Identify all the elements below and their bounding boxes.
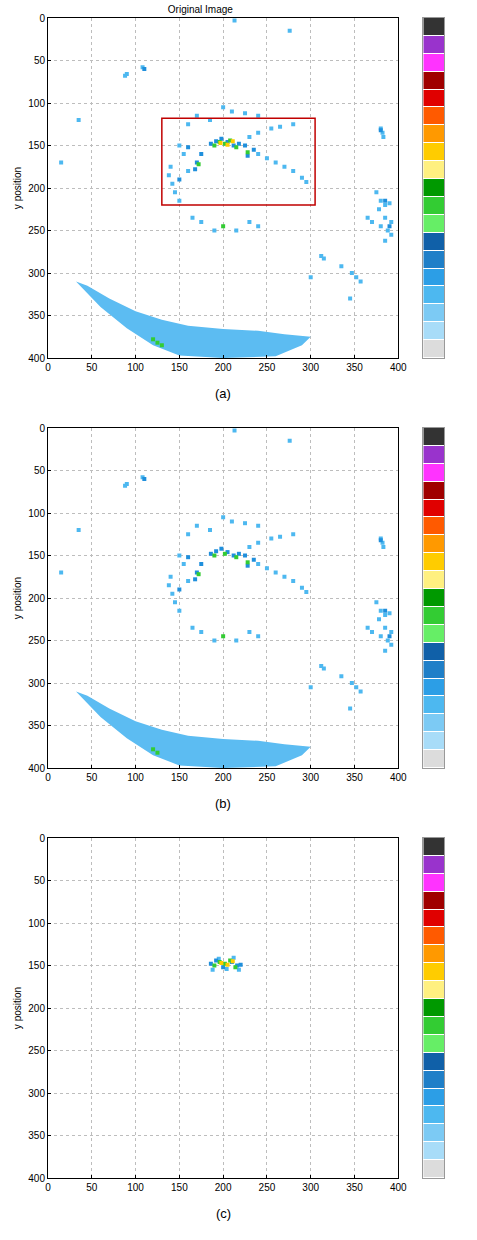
svg-text:50: 50 bbox=[86, 362, 98, 373]
svg-text:100: 100 bbox=[127, 1182, 144, 1193]
svg-text:350: 350 bbox=[28, 1130, 45, 1141]
svg-text:200: 200 bbox=[28, 183, 45, 194]
svg-text:150: 150 bbox=[28, 140, 45, 151]
svg-text:50: 50 bbox=[34, 55, 46, 66]
svg-text:(c): (c) bbox=[216, 1206, 231, 1221]
svg-text:200: 200 bbox=[28, 593, 45, 604]
svg-text:250: 250 bbox=[259, 362, 276, 373]
svg-text:0: 0 bbox=[39, 833, 45, 844]
svg-text:250: 250 bbox=[28, 635, 45, 646]
svg-text:y position: y position bbox=[12, 167, 23, 209]
svg-text:100: 100 bbox=[127, 362, 144, 373]
svg-text:400: 400 bbox=[28, 353, 45, 364]
svg-text:350: 350 bbox=[346, 1182, 363, 1193]
svg-text:250: 250 bbox=[259, 772, 276, 783]
svg-text:400: 400 bbox=[28, 763, 45, 774]
svg-text:150: 150 bbox=[28, 550, 45, 561]
svg-text:150: 150 bbox=[28, 960, 45, 971]
svg-text:0: 0 bbox=[45, 772, 51, 783]
svg-text:(b): (b) bbox=[215, 796, 231, 811]
svg-text:y position: y position bbox=[12, 987, 23, 1029]
svg-text:(a): (a) bbox=[215, 386, 231, 401]
svg-text:300: 300 bbox=[302, 772, 319, 783]
svg-text:0: 0 bbox=[39, 13, 45, 24]
svg-text:250: 250 bbox=[28, 225, 45, 236]
svg-text:200: 200 bbox=[28, 1003, 45, 1014]
svg-text:50: 50 bbox=[34, 875, 46, 886]
svg-text:0: 0 bbox=[45, 362, 51, 373]
svg-text:100: 100 bbox=[28, 508, 45, 519]
svg-text:150: 150 bbox=[171, 1182, 188, 1193]
svg-text:50: 50 bbox=[34, 465, 46, 476]
svg-text:400: 400 bbox=[390, 1182, 407, 1193]
svg-text:350: 350 bbox=[28, 720, 45, 731]
svg-text:400: 400 bbox=[390, 362, 407, 373]
svg-text:400: 400 bbox=[390, 772, 407, 783]
svg-text:100: 100 bbox=[127, 772, 144, 783]
svg-text:300: 300 bbox=[28, 678, 45, 689]
svg-text:50: 50 bbox=[86, 1182, 98, 1193]
svg-text:50: 50 bbox=[86, 772, 98, 783]
svg-text:150: 150 bbox=[171, 772, 188, 783]
svg-text:300: 300 bbox=[28, 1088, 45, 1099]
svg-text:200: 200 bbox=[215, 1182, 232, 1193]
svg-text:100: 100 bbox=[28, 918, 45, 929]
svg-text:150: 150 bbox=[171, 362, 188, 373]
svg-text:Original Image: Original Image bbox=[168, 4, 233, 15]
svg-text:300: 300 bbox=[28, 268, 45, 279]
svg-text:400: 400 bbox=[28, 1173, 45, 1184]
svg-text:250: 250 bbox=[259, 1182, 276, 1193]
svg-text:200: 200 bbox=[215, 362, 232, 373]
svg-text:350: 350 bbox=[28, 310, 45, 321]
svg-text:250: 250 bbox=[28, 1045, 45, 1056]
svg-text:y position: y position bbox=[12, 577, 23, 619]
svg-text:350: 350 bbox=[346, 362, 363, 373]
svg-text:350: 350 bbox=[346, 772, 363, 783]
svg-text:300: 300 bbox=[302, 1182, 319, 1193]
svg-text:100: 100 bbox=[28, 98, 45, 109]
svg-text:300: 300 bbox=[302, 362, 319, 373]
svg-text:0: 0 bbox=[45, 1182, 51, 1193]
svg-text:0: 0 bbox=[39, 423, 45, 434]
svg-text:200: 200 bbox=[215, 772, 232, 783]
